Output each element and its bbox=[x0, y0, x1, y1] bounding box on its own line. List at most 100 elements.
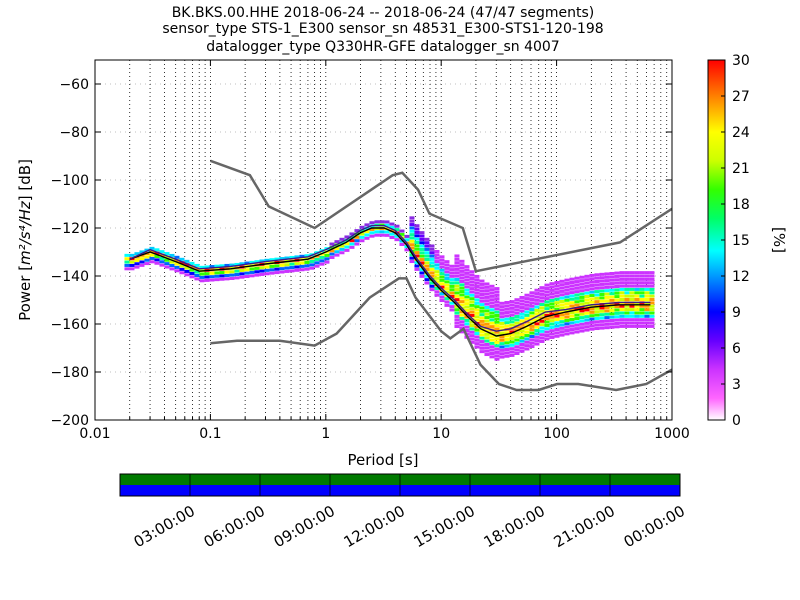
y-tick-label: −200 bbox=[51, 413, 89, 429]
heatmap-cell bbox=[644, 308, 650, 312]
heatmap-cell bbox=[599, 309, 605, 313]
heatmap-cell bbox=[489, 315, 495, 319]
heatmap-cell bbox=[539, 299, 545, 303]
heatmap-cell bbox=[479, 313, 485, 317]
heatmap-cell bbox=[194, 270, 200, 274]
heatmap-cell bbox=[174, 269, 180, 273]
heatmap-cell bbox=[419, 244, 425, 248]
heatmap-cell bbox=[184, 273, 190, 277]
curves bbox=[129, 159, 672, 392]
heatmap-cell bbox=[464, 271, 470, 275]
heatmap-cell bbox=[494, 347, 500, 351]
heatmap-cell bbox=[504, 341, 510, 345]
heatmap-cell bbox=[629, 308, 635, 312]
heatmap-cell bbox=[154, 255, 160, 259]
heatmap-cell bbox=[504, 314, 510, 318]
heatmap-cell bbox=[334, 240, 340, 244]
heatmap-cell bbox=[529, 294, 535, 298]
heatmap-cell bbox=[239, 262, 245, 266]
heatmap-cell bbox=[374, 220, 380, 224]
heatmap-cell bbox=[354, 235, 360, 239]
heatmap-cell bbox=[434, 256, 440, 260]
heatmap-cell bbox=[364, 230, 370, 234]
heatmap-cell bbox=[524, 337, 530, 341]
heatmap-cell bbox=[534, 295, 540, 299]
heatmap-cell bbox=[379, 220, 385, 224]
heatmap-cell bbox=[499, 311, 505, 315]
heatmap-cell bbox=[599, 316, 605, 320]
heatmap-cell bbox=[454, 294, 460, 298]
chart-title-line-1: BK.BKS.00.HHE 2018-06-24 -- 2018-06-24 (… bbox=[172, 5, 595, 21]
heatmap-cell bbox=[199, 275, 205, 279]
heatmap-cell bbox=[129, 263, 135, 267]
heatmap-cell bbox=[414, 261, 420, 265]
heatmap-cell bbox=[554, 281, 560, 285]
heatmap-cell bbox=[464, 292, 470, 296]
heatmap-cell bbox=[294, 255, 300, 259]
heatmap-cell bbox=[499, 335, 505, 339]
heatmap-cell bbox=[554, 304, 560, 308]
heatmap-cell bbox=[479, 286, 485, 290]
heatmap-cell bbox=[549, 319, 555, 323]
heatmap-cell bbox=[254, 266, 260, 270]
heatmap-cell bbox=[409, 226, 415, 230]
heatmap-cell bbox=[419, 254, 425, 258]
heatmap-cell bbox=[184, 266, 190, 270]
heatmap-cell bbox=[369, 227, 375, 231]
heatmap-cell bbox=[494, 307, 500, 311]
heatmap-cell bbox=[484, 305, 490, 309]
heatmap-cell bbox=[514, 308, 520, 312]
heatmap-cell bbox=[439, 285, 445, 289]
heatmap-cell bbox=[494, 320, 500, 324]
heatmap-cell bbox=[414, 230, 420, 234]
heatmap-cell bbox=[504, 331, 510, 335]
heatmap-cell bbox=[284, 266, 290, 270]
heatmap-cell bbox=[519, 339, 525, 343]
heatmap-cell bbox=[529, 304, 535, 308]
heatmap-cell bbox=[474, 295, 480, 299]
heatmap-cell bbox=[514, 328, 520, 332]
heatmap-cell bbox=[464, 322, 470, 326]
heatmap-cell bbox=[629, 281, 635, 285]
heatmap-cell bbox=[604, 292, 610, 296]
heatmap-cell bbox=[569, 291, 575, 295]
heatmap-cell bbox=[354, 242, 360, 246]
heatmap-cell bbox=[264, 258, 270, 262]
heatmap-cell bbox=[559, 330, 565, 334]
heatmap-cell bbox=[499, 301, 505, 305]
heatmap-cell bbox=[489, 348, 495, 352]
heatmap-cell bbox=[439, 299, 445, 303]
heatmap-cell bbox=[579, 329, 585, 333]
heatmap-cell bbox=[604, 319, 610, 323]
heatmap-cell bbox=[579, 279, 585, 283]
heatmap-cell bbox=[454, 281, 460, 285]
heatmap-cell bbox=[564, 285, 570, 289]
heatmap-cell bbox=[569, 294, 575, 298]
heatmap-cell bbox=[204, 265, 210, 269]
heatmap-cell bbox=[149, 256, 155, 260]
heatmap-cell bbox=[594, 316, 600, 320]
heatmap-cell bbox=[474, 328, 480, 332]
heatmap-cell bbox=[539, 292, 545, 296]
heatmap-cell bbox=[489, 341, 495, 345]
median-line bbox=[129, 224, 651, 332]
heatmap-cell bbox=[169, 267, 175, 271]
heatmap-cell bbox=[479, 336, 485, 340]
heatmap-cell bbox=[434, 290, 440, 294]
heatmap-cell bbox=[279, 267, 285, 271]
heatmap-cell bbox=[339, 244, 345, 248]
heatmap-cell bbox=[619, 324, 625, 328]
heatmap-cell bbox=[134, 262, 140, 266]
heatmap-cell bbox=[589, 307, 595, 311]
heatmap-cell bbox=[419, 271, 425, 275]
heatmap-cell bbox=[144, 258, 150, 262]
heatmap-cell bbox=[614, 321, 620, 325]
heatmap-cell bbox=[429, 271, 435, 275]
heatmap-cell bbox=[594, 286, 600, 290]
heatmap-cell bbox=[324, 253, 330, 257]
y-tick-label: −100 bbox=[51, 173, 89, 189]
heatmap-cell bbox=[429, 264, 435, 268]
heatmap-cell bbox=[524, 344, 530, 348]
heatmap-cell bbox=[209, 278, 215, 282]
